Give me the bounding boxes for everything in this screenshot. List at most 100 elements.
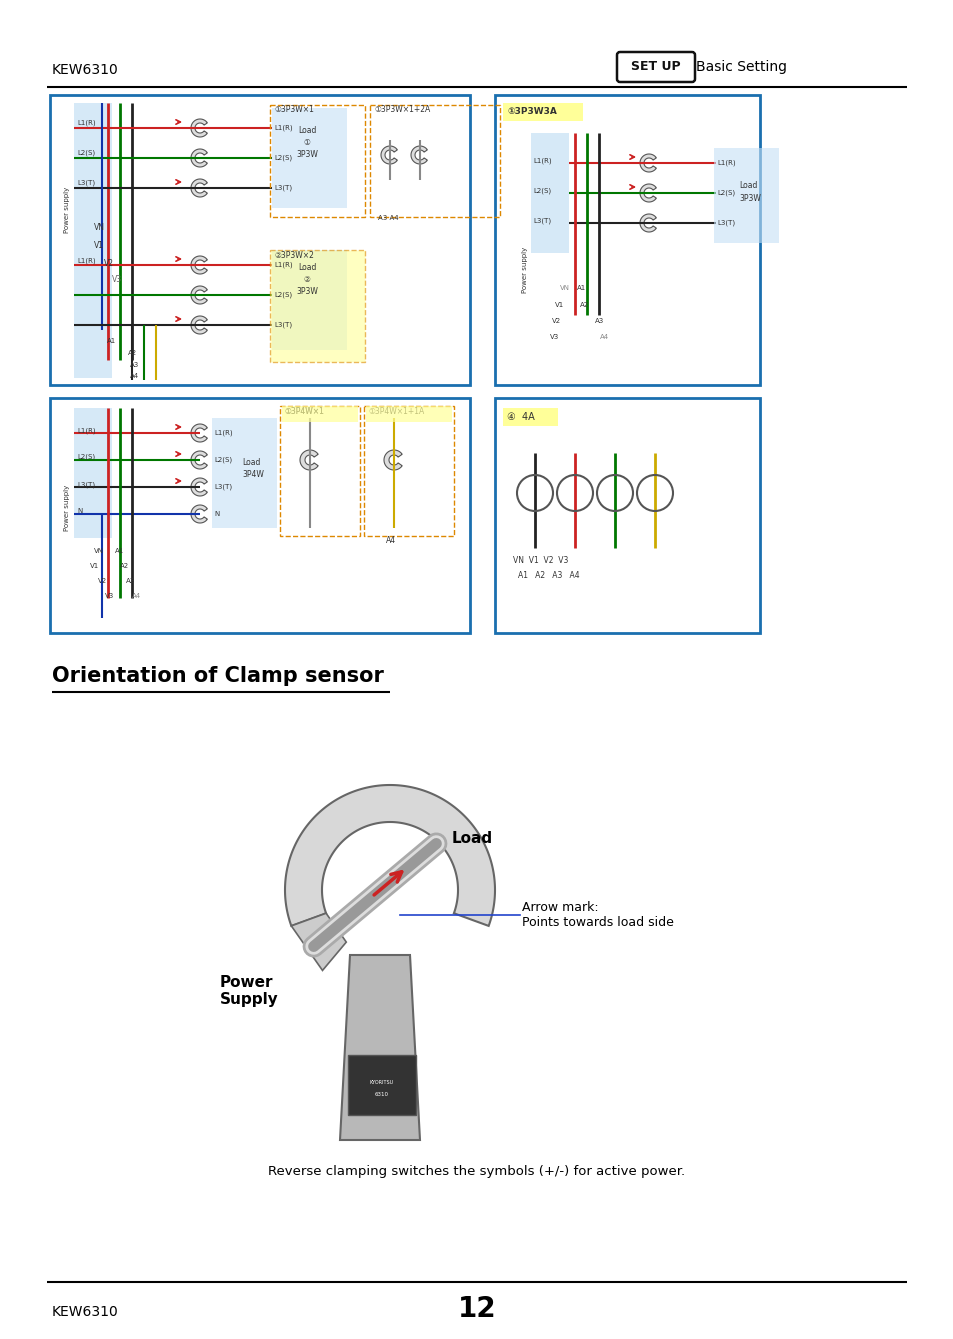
Text: L1(R): L1(R): [717, 159, 735, 166]
Text: L3(T): L3(T): [77, 481, 95, 487]
Text: A2: A2: [128, 349, 137, 356]
Text: Power supply: Power supply: [521, 246, 527, 293]
Text: 3P3W: 3P3W: [295, 150, 317, 159]
Text: V3: V3: [550, 333, 558, 340]
Text: L2(S): L2(S): [77, 454, 95, 461]
Text: A1: A1: [107, 337, 116, 344]
Text: ①3P4W×1: ①3P4W×1: [284, 407, 323, 416]
Text: N: N: [213, 511, 219, 517]
Bar: [272, 108, 347, 208]
Text: A4: A4: [132, 593, 141, 599]
Polygon shape: [639, 214, 656, 232]
Text: A3 A4: A3 A4: [377, 216, 398, 221]
Polygon shape: [191, 316, 207, 333]
Text: V3: V3: [112, 274, 122, 284]
Text: V2: V2: [552, 317, 560, 324]
Text: ①3P4W×1: ①3P4W×1: [284, 407, 323, 416]
Text: V1: V1: [555, 303, 563, 308]
Bar: [282, 406, 357, 422]
Text: KYORITSU: KYORITSU: [370, 1079, 394, 1085]
Text: L1(R): L1(R): [213, 430, 233, 437]
Polygon shape: [285, 785, 495, 925]
Text: Load: Load: [739, 181, 757, 190]
Text: VN  V1  V2  V3: VN V1 V2 V3: [513, 556, 568, 565]
Text: Basic Setting: Basic Setting: [696, 60, 786, 74]
Text: L2(S): L2(S): [533, 187, 551, 194]
Text: Power
Supply: Power Supply: [220, 975, 278, 1007]
Bar: [280, 406, 359, 536]
Text: L1(R): L1(R): [533, 157, 551, 163]
Text: A4: A4: [599, 333, 608, 340]
Text: A4: A4: [130, 374, 139, 379]
Text: L1(R): L1(R): [77, 427, 95, 434]
Polygon shape: [191, 478, 207, 495]
Polygon shape: [191, 505, 207, 524]
Text: KEW6310: KEW6310: [52, 1306, 118, 1319]
Polygon shape: [191, 149, 207, 167]
Text: A4: A4: [386, 536, 395, 545]
Text: 3P3W: 3P3W: [739, 194, 760, 204]
Text: Orientation of Clamp sensor: Orientation of Clamp sensor: [52, 665, 383, 686]
FancyBboxPatch shape: [617, 52, 695, 82]
Polygon shape: [191, 256, 207, 274]
Text: V2: V2: [104, 260, 113, 269]
Polygon shape: [639, 154, 656, 171]
Text: A2: A2: [120, 562, 129, 569]
Bar: [50, 95, 470, 386]
Text: Load: Load: [297, 262, 315, 272]
Text: L1(R): L1(R): [77, 257, 95, 264]
Bar: [272, 250, 347, 349]
Text: L3(T): L3(T): [274, 185, 292, 191]
Text: Arrow mark:
Points towards load side: Arrow mark: Points towards load side: [521, 901, 673, 929]
Text: V2: V2: [98, 578, 107, 584]
Bar: [270, 104, 365, 217]
Polygon shape: [191, 179, 207, 197]
Text: A3: A3: [130, 362, 139, 368]
Bar: [270, 250, 365, 362]
Text: L2(S): L2(S): [274, 292, 292, 299]
Bar: [364, 406, 454, 536]
Polygon shape: [191, 451, 207, 469]
Bar: [74, 408, 112, 538]
Polygon shape: [384, 450, 402, 470]
Text: VN: VN: [94, 224, 105, 233]
Polygon shape: [411, 146, 427, 163]
Polygon shape: [639, 183, 656, 202]
Bar: [366, 406, 452, 422]
Text: Load: Load: [242, 458, 260, 467]
Bar: [74, 103, 112, 378]
Polygon shape: [299, 450, 318, 470]
Text: 3P4W: 3P4W: [242, 470, 264, 479]
Polygon shape: [380, 146, 397, 163]
Text: ①3P3W3A: ①3P3W3A: [506, 107, 557, 116]
Text: A1: A1: [577, 285, 586, 291]
Text: L3(T): L3(T): [213, 483, 232, 490]
Bar: [495, 398, 760, 633]
Text: ①3P3W×1+2A: ①3P3W×1+2A: [374, 104, 430, 114]
Text: 6310: 6310: [375, 1093, 389, 1098]
Text: L2(S): L2(S): [77, 150, 95, 157]
Bar: [531, 133, 568, 253]
Text: ①3P4W×1+1A: ①3P4W×1+1A: [368, 407, 424, 416]
Text: ②: ②: [303, 274, 310, 284]
Text: ④  4A: ④ 4A: [506, 412, 535, 422]
Bar: [502, 103, 582, 121]
Bar: [713, 149, 779, 242]
Bar: [212, 418, 276, 528]
Text: L1(R): L1(R): [274, 125, 293, 131]
Text: ②3P3W×2: ②3P3W×2: [274, 250, 314, 260]
Bar: [348, 1055, 416, 1115]
Text: Power supply: Power supply: [64, 187, 70, 233]
Text: V1: V1: [94, 241, 104, 250]
Text: ①: ①: [303, 138, 310, 147]
Bar: [370, 104, 499, 217]
Polygon shape: [191, 119, 207, 137]
Text: A2: A2: [579, 303, 589, 308]
Text: Power supply: Power supply: [64, 485, 70, 532]
Text: KEW6310: KEW6310: [52, 63, 118, 78]
Text: L3(T): L3(T): [77, 179, 95, 186]
Text: VN: VN: [94, 548, 104, 554]
Text: A1: A1: [115, 548, 124, 554]
Text: 3P3W: 3P3W: [295, 287, 317, 296]
Text: Load: Load: [297, 126, 315, 135]
